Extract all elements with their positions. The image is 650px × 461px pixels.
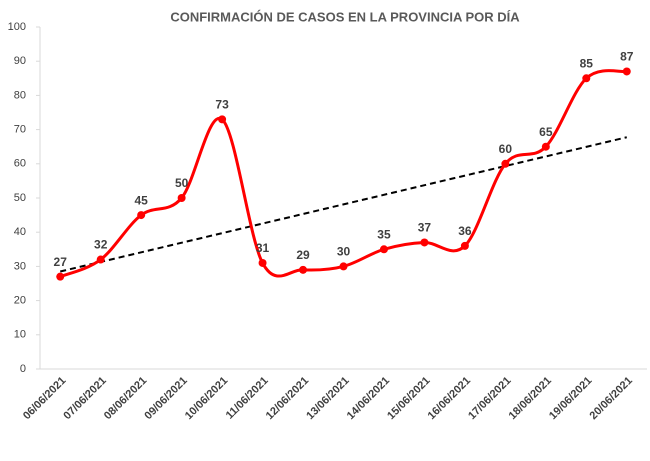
y-tick-label: 50 — [14, 192, 26, 204]
data-label: 27 — [54, 255, 68, 269]
x-tick-label: 10/06/2021 — [183, 375, 230, 422]
x-tick-label: 13/06/2021 — [304, 375, 351, 422]
trendline — [60, 136, 627, 273]
point — [56, 272, 65, 281]
point — [541, 142, 550, 151]
point — [582, 74, 591, 83]
chart-title: CONFIRMACIÓN DE CASOS EN LA PROVINCIA PO… — [170, 9, 520, 24]
y-tick-label: 20 — [14, 295, 26, 307]
x-tick-label: 06/06/2021 — [21, 375, 68, 422]
series-line — [59, 69, 628, 279]
x-tick-label: 20/06/2021 — [588, 375, 635, 422]
point — [339, 262, 348, 271]
point — [501, 159, 510, 168]
data-label: 50 — [175, 176, 189, 190]
x-tick-label: 19/06/2021 — [547, 375, 594, 422]
y-tick-label: 30 — [14, 260, 26, 272]
data-label: 36 — [458, 224, 472, 238]
data-label: 60 — [499, 142, 513, 156]
point — [460, 241, 469, 250]
point — [299, 265, 308, 274]
data-label: 45 — [134, 193, 148, 207]
x-tick-label: 12/06/2021 — [264, 375, 311, 422]
x-tick-label: 14/06/2021 — [345, 375, 392, 422]
point — [96, 255, 105, 264]
x-tick-label: 17/06/2021 — [466, 375, 513, 422]
point — [420, 238, 429, 247]
y-tick-label: 10 — [14, 329, 26, 341]
x-tick-label: 15/06/2021 — [385, 375, 432, 422]
point — [218, 115, 227, 124]
y-tick-label: 0 — [20, 363, 26, 375]
data-label: 29 — [296, 248, 310, 262]
y-tick-label: 80 — [14, 89, 26, 101]
point — [177, 194, 186, 202]
point — [137, 211, 146, 220]
y-tick-label: 100 — [8, 21, 26, 33]
data-label: 32 — [94, 238, 108, 252]
y-tick-label: 70 — [14, 124, 26, 136]
data-label: 73 — [215, 98, 229, 112]
x-tick-label: 18/06/2021 — [507, 375, 554, 422]
x-tick-label: 16/06/2021 — [426, 375, 473, 422]
data-label: 30 — [337, 245, 351, 259]
data-label: 37 — [418, 221, 432, 235]
data-label: 65 — [539, 125, 553, 139]
point — [258, 258, 267, 267]
point — [379, 245, 388, 254]
y-tick-label: 40 — [14, 226, 26, 238]
data-label: 87 — [620, 50, 634, 64]
point — [622, 67, 631, 76]
x-tick-label: 08/06/2021 — [102, 375, 149, 422]
x-tick-label: 07/06/2021 — [61, 375, 108, 422]
y-tick-label: 60 — [14, 158, 26, 170]
data-label: 35 — [377, 227, 391, 241]
y-tick-label: 90 — [14, 55, 26, 67]
data-label: 31 — [256, 241, 270, 255]
data-label: 85 — [580, 56, 594, 70]
x-tick-label: 09/06/2021 — [142, 375, 189, 422]
